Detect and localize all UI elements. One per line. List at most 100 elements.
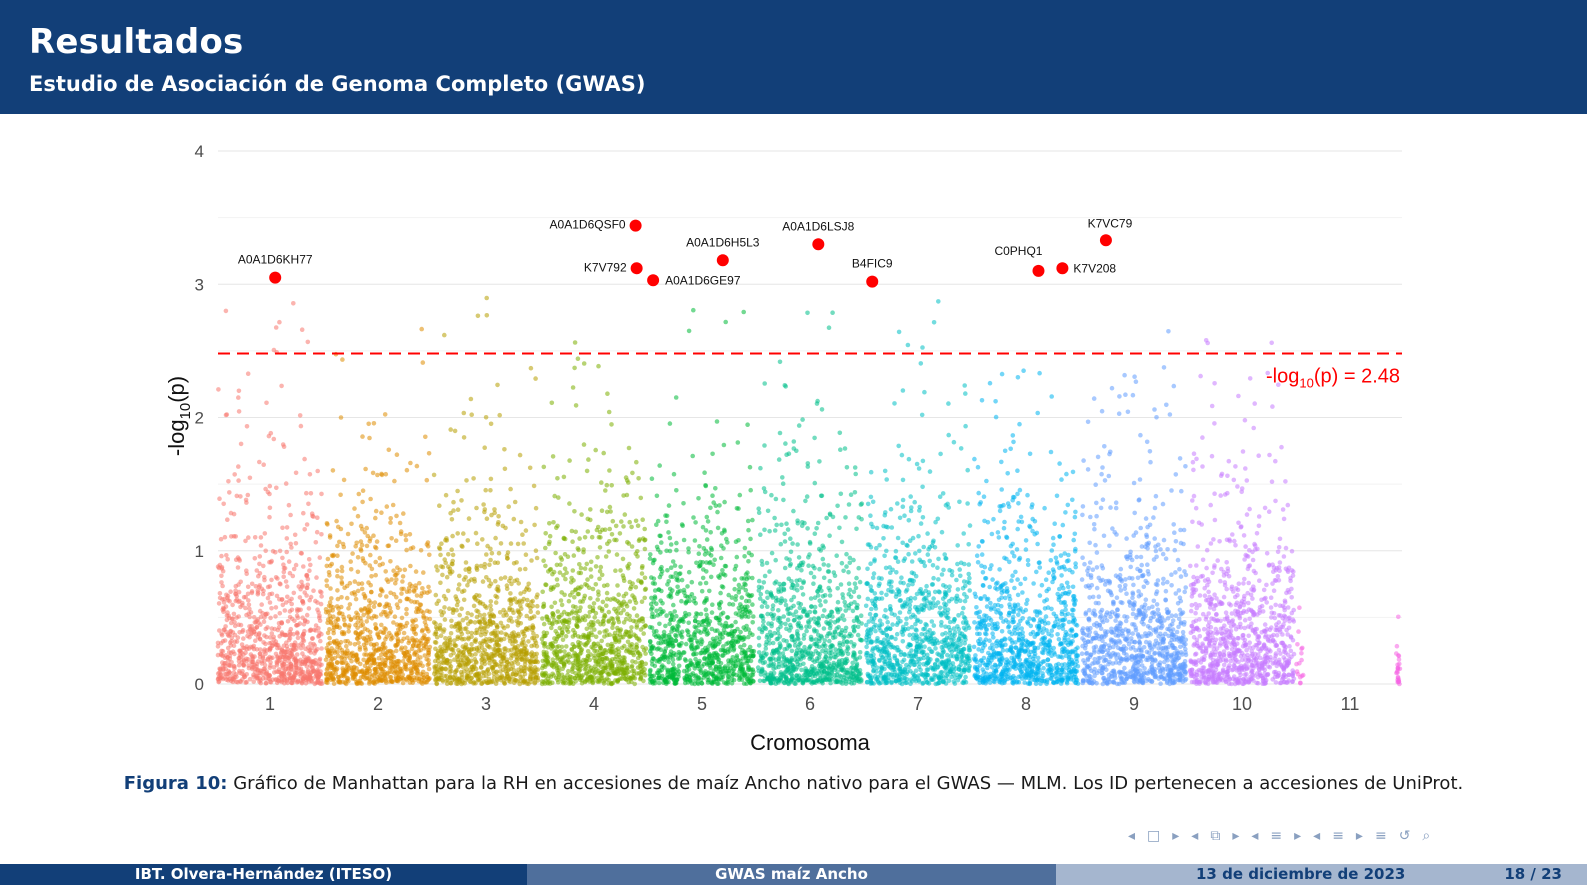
- snp-point: [667, 642, 672, 648]
- snp-point: [603, 554, 609, 559]
- snp-point: [485, 667, 491, 672]
- snp-point: [456, 647, 461, 653]
- snp-point: [670, 559, 676, 564]
- snp-point: [426, 666, 432, 672]
- snp-point: [704, 514, 710, 520]
- snp-point: [378, 629, 383, 635]
- snp-point: [857, 650, 863, 655]
- snp-point: [219, 648, 224, 654]
- snp-point: [561, 536, 567, 541]
- snp-point: [240, 600, 245, 606]
- snp-point: [267, 483, 273, 489]
- snp-point: [250, 654, 255, 659]
- snp-point: [649, 651, 654, 657]
- snp-point: [853, 471, 858, 477]
- snp-point: [815, 589, 820, 594]
- snp-point: [364, 619, 370, 624]
- snp-point: [241, 594, 247, 600]
- snp-point: [265, 611, 270, 617]
- snp-point: [339, 564, 345, 570]
- snp-point: [606, 619, 611, 624]
- snp-point: [616, 619, 622, 625]
- snp-point: [630, 470, 635, 476]
- snp-point: [217, 628, 222, 633]
- slide-header: Resultados Estudio de Asociación de Geno…: [0, 0, 1587, 114]
- snp-point: [666, 503, 672, 508]
- snp-point: [546, 661, 551, 667]
- snp-point: [822, 593, 828, 598]
- snp-point: [583, 643, 588, 648]
- snp-point: [326, 610, 331, 615]
- snp-point: [618, 568, 623, 573]
- snp-point: [604, 628, 609, 633]
- snp-point: [251, 615, 257, 620]
- snp-point: [373, 572, 379, 578]
- snp-point: [656, 675, 661, 681]
- snp-point: [300, 642, 306, 648]
- snp-point: [693, 614, 698, 620]
- snp-point: [426, 629, 431, 634]
- snp-point: [432, 640, 438, 645]
- snp-point: [259, 602, 265, 607]
- snp-point: [331, 639, 337, 645]
- snp-point: [718, 612, 724, 617]
- snp-point: [595, 597, 600, 602]
- snp-point: [518, 678, 523, 683]
- snp-point: [356, 491, 362, 497]
- snp-point: [632, 595, 637, 600]
- snp-point: [510, 597, 516, 602]
- snp-point: [404, 547, 409, 553]
- snp-point: [281, 562, 286, 567]
- snp-point: [667, 421, 673, 426]
- snp-point: [601, 450, 606, 456]
- snp-point: [639, 579, 644, 584]
- snp-point: [617, 657, 622, 663]
- snp-point: [414, 463, 420, 469]
- snp-point: [254, 673, 260, 679]
- snp-point: [626, 480, 631, 485]
- snp-point: [454, 607, 459, 613]
- snp-point: [318, 669, 323, 674]
- snp-point: [298, 423, 304, 429]
- snp-point: [408, 563, 413, 569]
- snp-point: [299, 579, 304, 585]
- snp-point: [685, 677, 690, 682]
- snp-point: [588, 507, 593, 512]
- snp-point: [623, 616, 629, 622]
- snp-point: [338, 492, 343, 498]
- snp-point: [300, 615, 305, 620]
- snp-point: [572, 509, 577, 514]
- snp-point: [455, 659, 461, 665]
- snp-point: [435, 568, 440, 573]
- snp-point: [233, 591, 238, 597]
- snp-point: [355, 588, 361, 594]
- snp-point: [335, 568, 340, 573]
- snp-point: [709, 610, 715, 615]
- snp-point: [593, 447, 598, 453]
- snp-point: [363, 560, 368, 566]
- snp-point: [288, 654, 293, 659]
- snp-point: [295, 635, 301, 641]
- snp-point: [746, 614, 751, 620]
- snp-point: [418, 638, 423, 643]
- snp-point: [360, 434, 365, 439]
- snp-point: [228, 589, 233, 594]
- snp-point: [331, 681, 337, 686]
- snp-point: [835, 503, 840, 509]
- snp-point: [526, 603, 532, 608]
- snp-point: [502, 646, 507, 651]
- snp-point: [343, 667, 349, 672]
- snp-point: [621, 593, 627, 599]
- snp-point: [551, 520, 556, 525]
- snp-point: [496, 588, 501, 594]
- snp-point: [299, 633, 305, 639]
- snp-point: [318, 601, 324, 607]
- snp-point: [643, 623, 648, 629]
- snp-point: [488, 488, 493, 493]
- snp-point: [283, 579, 289, 584]
- snp-point: [570, 665, 576, 670]
- snp-point: [642, 546, 648, 552]
- snp-point: [492, 510, 498, 516]
- snp-point: [387, 605, 393, 611]
- snp-point: [238, 494, 243, 499]
